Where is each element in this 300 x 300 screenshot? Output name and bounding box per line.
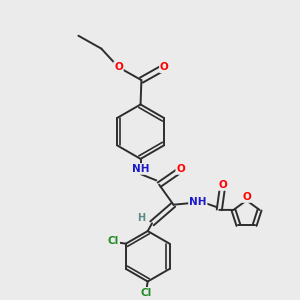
Text: O: O bbox=[176, 164, 185, 174]
Text: O: O bbox=[160, 62, 169, 72]
Text: O: O bbox=[218, 180, 227, 190]
Text: H: H bbox=[137, 213, 145, 223]
Text: Cl: Cl bbox=[108, 236, 119, 246]
Text: NH: NH bbox=[132, 164, 149, 174]
Text: O: O bbox=[242, 192, 251, 202]
Text: O: O bbox=[114, 62, 123, 72]
Text: Cl: Cl bbox=[141, 288, 152, 298]
Text: NH: NH bbox=[189, 197, 207, 207]
